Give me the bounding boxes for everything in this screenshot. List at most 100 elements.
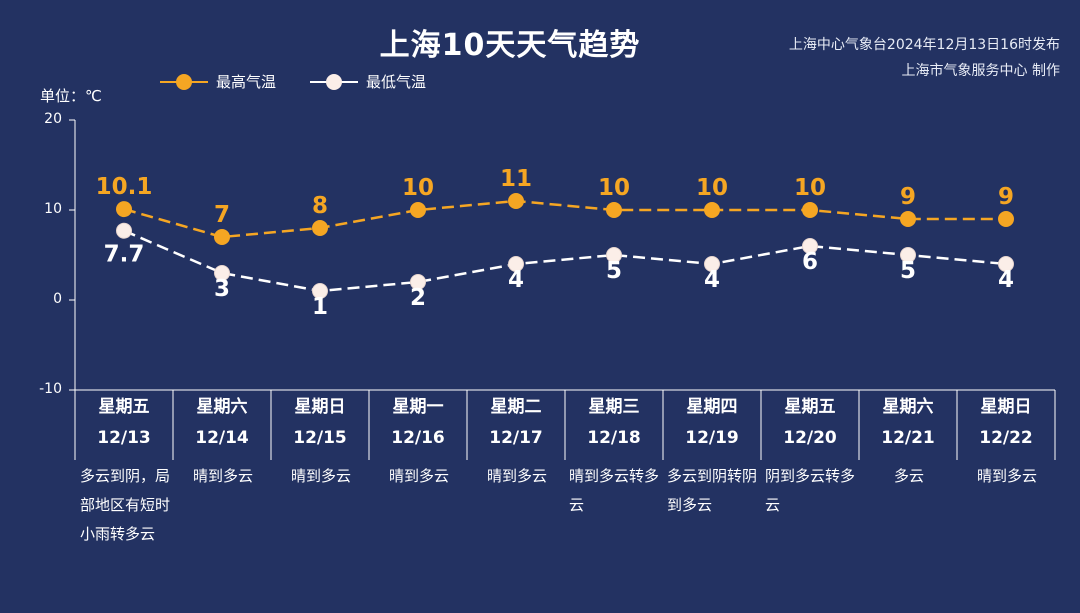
- date-label: 12/14: [195, 428, 249, 448]
- high-temp-point: [998, 211, 1014, 227]
- weather-description: 晴到多云转多云: [569, 467, 660, 514]
- high-temp-label: 9: [900, 184, 916, 210]
- weekday-label: 星期五: [784, 397, 836, 417]
- high-temp-label: 10.1: [96, 174, 153, 200]
- legend-high-swatch-icon: [160, 72, 208, 92]
- low-temp-point: [410, 274, 426, 290]
- weekday-label: 星期日: [294, 397, 346, 417]
- high-temp-line: [123, 199, 1006, 239]
- date-label: 12/19: [685, 428, 739, 448]
- day-column: 星期五 12/20: [761, 392, 859, 454]
- low-temp-line: [123, 229, 1007, 293]
- chart-axes: [69, 119, 1056, 460]
- day-column: 星期二 12/17: [467, 392, 565, 454]
- chart-point-labels: 10.1 7 8 10 11 10 10 10 9 9 7.7 3 1 2 4 5 4 6 5 4: [96, 166, 1014, 320]
- issuer-line-2: 上海市气象服务中心 制作: [901, 63, 1060, 79]
- low-temp-label: 7.7: [104, 242, 145, 268]
- low-temp-label: 4: [508, 267, 524, 293]
- date-label: 12/15: [293, 428, 347, 448]
- day-column: 星期一 12/16: [369, 392, 467, 454]
- high-temp-label: 8: [312, 193, 328, 219]
- high-temp-point: [704, 202, 720, 218]
- low-temp-label: 4: [998, 267, 1014, 293]
- weekday-label: 星期四: [686, 397, 738, 417]
- day-column: 星期五 12/13: [75, 392, 173, 454]
- legend-low[interactable]: 最低气温: [310, 71, 426, 92]
- weather-description: 晴到多云: [388, 467, 449, 485]
- unit-label: 单位：℃: [40, 87, 102, 105]
- weekday-label: 星期日: [980, 397, 1032, 417]
- low-temp-point: [116, 222, 132, 239]
- high-temp-label: 7: [214, 202, 230, 228]
- low-temp-label: 5: [606, 258, 622, 284]
- high-temp-point: [802, 202, 818, 218]
- weather-description: 多云: [893, 467, 924, 485]
- date-label: 12/16: [391, 428, 445, 448]
- low-temp-label: 1: [312, 294, 328, 320]
- weekday-label: 星期六: [882, 397, 934, 417]
- low-temp-label: 2: [410, 285, 426, 311]
- date-label: 12/21: [881, 428, 935, 448]
- high-temp-point: [214, 229, 230, 245]
- high-temp-point: [410, 202, 426, 218]
- weekday-label: 星期五: [98, 397, 150, 417]
- low-temp-point: [214, 265, 230, 281]
- day-column: 星期三 12/18: [565, 392, 663, 454]
- weather-description: 阴到多云转多云: [765, 467, 856, 514]
- high-temp-point: [900, 211, 916, 227]
- weather-description: 晴到多云: [976, 467, 1037, 485]
- day-column: 星期六 12/21: [859, 392, 957, 454]
- date-label: 12/18: [587, 428, 641, 448]
- date-label: 12/13: [97, 428, 151, 448]
- high-temp-label: 11: [500, 166, 532, 192]
- legend-high-label: 最高气温: [216, 73, 277, 91]
- low-temp-label: 6: [802, 249, 818, 275]
- date-label: 12/22: [979, 428, 1033, 448]
- weather-description: 多云到阴，局部地区有短时小雨转多云: [80, 467, 171, 543]
- weather-description: 晴到多云: [290, 467, 351, 485]
- high-temp-label: 10: [598, 175, 630, 201]
- low-temp-label: 4: [704, 267, 720, 293]
- low-temp-point: [312, 283, 328, 299]
- y-tick-label: 0: [53, 291, 62, 307]
- legend-low-swatch-icon: [310, 72, 358, 92]
- day-column: 星期六 12/14: [173, 392, 271, 454]
- high-temp-label: 10: [794, 175, 826, 201]
- day-column: 星期日 12/15: [271, 392, 369, 454]
- date-label: 12/17: [489, 428, 543, 448]
- chart-lines: [123, 199, 1007, 293]
- low-temp-label: 3: [214, 276, 230, 302]
- low-temp-point: [704, 256, 720, 272]
- high-temp-label: 10: [696, 175, 728, 201]
- issuer-line-1: 上海中心气象台2024年12月13日16时发布: [788, 37, 1060, 53]
- y-tick-label: 20: [44, 111, 62, 127]
- weather-description: 多云到阴转阴到多云: [667, 467, 758, 514]
- y-tick-label: 10: [44, 201, 62, 217]
- day-column: 星期日 12/22: [957, 392, 1055, 454]
- weekday-label: 星期二: [490, 397, 542, 417]
- chart-points: [116, 193, 1014, 299]
- day-column: 星期四 12/19: [663, 392, 761, 454]
- low-temp-point: [900, 247, 916, 263]
- high-temp-point: [116, 201, 132, 218]
- low-temp-point: [508, 256, 524, 272]
- weekday-label: 星期六: [196, 397, 248, 417]
- high-temp-point: [606, 202, 622, 218]
- high-temp-label: 10: [402, 175, 434, 201]
- weekday-label: 星期三: [588, 397, 640, 417]
- date-label: 12/20: [783, 428, 837, 448]
- weekday-label: 星期一: [392, 397, 444, 417]
- legend-low-label: 最低气温: [366, 73, 427, 91]
- low-temp-point: [802, 238, 818, 254]
- low-temp-point: [606, 247, 622, 263]
- chart-title: 上海10天天气趋势: [379, 28, 641, 63]
- low-temp-label: 5: [900, 258, 916, 284]
- high-temp-point: [312, 220, 328, 236]
- low-temp-point: [998, 256, 1014, 272]
- high-temp-point: [508, 193, 524, 209]
- weather-description: 晴到多云: [486, 467, 547, 485]
- legend-high[interactable]: 最高气温: [160, 71, 276, 92]
- weather-description: 晴到多云: [192, 467, 253, 485]
- y-tick-label: -10: [39, 381, 62, 397]
